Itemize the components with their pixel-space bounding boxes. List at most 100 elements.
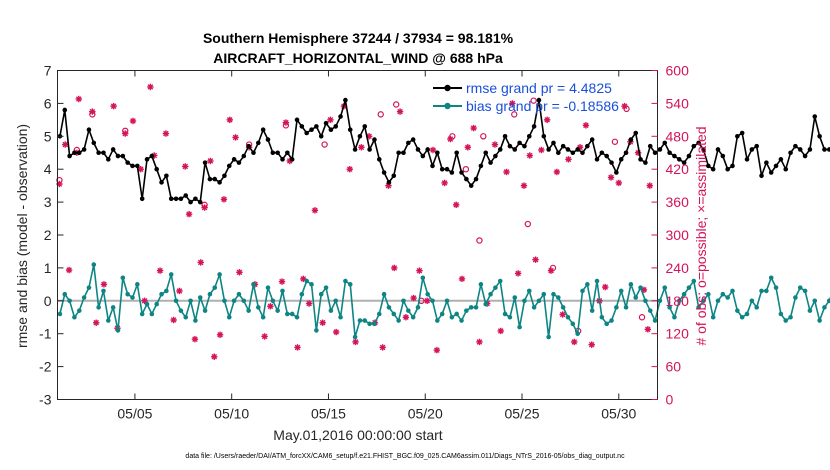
x-tick-label: 05/25	[504, 406, 539, 422]
obs-assimilated-point	[333, 328, 340, 336]
rmse-point	[309, 127, 314, 133]
bias-point	[444, 298, 450, 304]
bias-point	[362, 318, 368, 323]
legend-rmse-label: rmse grand pr = 4.4825	[466, 80, 612, 96]
bias-point	[551, 291, 556, 297]
bias-point	[793, 295, 798, 300]
rmse-point	[212, 176, 218, 182]
bias-point	[812, 298, 818, 304]
obs-assimilated-point	[110, 102, 117, 110]
obs-assimilated-point	[185, 210, 193, 218]
obs-assimilated-point	[543, 116, 551, 124]
bias-point	[86, 285, 92, 290]
bias-point	[222, 298, 227, 304]
obs-assimilated-point	[410, 294, 417, 302]
bias-line	[59, 263, 830, 338]
obs-assimilated-point	[547, 267, 555, 274]
rmse-point	[464, 176, 469, 182]
bias-point	[739, 314, 745, 320]
obs-assimilated-point	[305, 300, 313, 307]
bias-point	[251, 282, 256, 287]
y-tick-label-right: 300	[666, 227, 690, 243]
rmse-point	[193, 196, 198, 202]
rmse-point	[391, 173, 397, 179]
rmse-point	[396, 150, 401, 156]
bias-point	[749, 298, 755, 304]
rmse-point	[241, 153, 247, 159]
obs-assimilated-point	[602, 283, 609, 291]
rmse-point	[139, 196, 145, 202]
bias-point	[512, 295, 518, 300]
bias-point	[449, 314, 455, 320]
obs-assimilated-point	[294, 344, 301, 351]
rmse-point	[749, 147, 755, 152]
y-tick-label-left: 6	[44, 95, 52, 111]
rmse-point	[730, 163, 735, 169]
obs-assimilated-point	[559, 311, 566, 318]
bias-point	[130, 295, 135, 300]
rmse-point	[638, 157, 643, 162]
rmse-point	[667, 150, 672, 156]
x-axis-label: May.01,2016 00:00:00 start	[273, 427, 443, 443]
bias-point	[333, 298, 339, 304]
bias-point	[439, 311, 445, 317]
bias-point	[497, 278, 503, 284]
bias-point	[507, 314, 513, 320]
rmse-point	[430, 163, 435, 169]
y-tick-label-left: 7	[44, 63, 52, 79]
obs-assimilated-point	[147, 83, 154, 91]
bias-point	[323, 285, 329, 290]
rmse-point	[347, 127, 353, 133]
rmse-point	[449, 170, 455, 175]
bias-point	[207, 291, 213, 297]
bias-point	[691, 278, 697, 284]
rmse-point	[531, 124, 537, 129]
bias-point	[265, 285, 271, 290]
rmse-point	[314, 124, 319, 129]
rmse-point	[183, 193, 189, 198]
rmse-point	[410, 137, 416, 142]
rmse-point	[691, 143, 697, 149]
rmse-point	[96, 150, 101, 156]
obs-assimilated-point	[520, 182, 528, 189]
bias-point	[618, 288, 624, 294]
bias-point	[541, 291, 547, 297]
rmse-point	[439, 166, 445, 172]
obs-assimilated-point	[201, 204, 208, 211]
rmse-point	[294, 117, 300, 123]
obs-assimilated-point	[267, 303, 274, 310]
bias-point	[96, 305, 101, 310]
obs-possible-point	[611, 138, 619, 145]
rmse-point	[115, 153, 121, 159]
bias-point	[270, 298, 276, 304]
bias-point	[459, 318, 464, 323]
rmse-point	[197, 199, 203, 205]
rmse-point	[188, 199, 193, 205]
rmse-point	[556, 150, 561, 156]
rmse-point	[357, 134, 363, 139]
bias-point	[768, 275, 774, 281]
y-tick-label-left: -3	[39, 392, 52, 408]
bias-point	[807, 308, 813, 313]
bias-point	[197, 295, 203, 300]
obs-assimilated-point	[538, 146, 545, 154]
bias-point	[226, 314, 232, 320]
obs-assimilated-point	[582, 122, 590, 129]
bias-point	[701, 298, 706, 304]
rmse-point	[207, 176, 213, 182]
obs-possible-point	[638, 314, 646, 321]
rmse-point	[768, 170, 774, 175]
obs-possible-point	[480, 133, 487, 140]
bias-point	[401, 298, 406, 304]
bias-point	[236, 291, 242, 297]
obs-possible-point	[524, 220, 532, 228]
bias-point	[188, 298, 193, 304]
rmse-point	[289, 157, 295, 162]
rmse-point	[735, 134, 740, 139]
obs-assimilated-point	[464, 144, 472, 151]
rmse-point	[672, 153, 677, 159]
rmse-point	[493, 153, 498, 159]
rmse-point	[570, 150, 576, 156]
rmse-point	[328, 127, 334, 133]
